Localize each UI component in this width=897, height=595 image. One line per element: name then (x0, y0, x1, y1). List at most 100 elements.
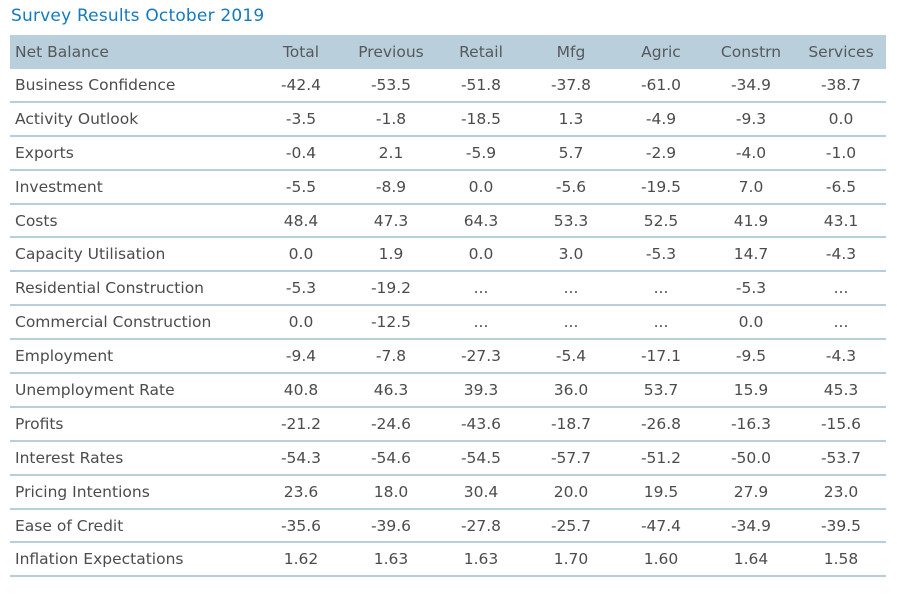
cell-value: -37.8 (550, 75, 592, 94)
cell-value: -3.5 (285, 109, 317, 128)
column-header: Agric (616, 35, 706, 69)
cell-value: -4.3 (825, 347, 857, 366)
cell-value: ... (563, 279, 579, 298)
cell-value: -5.9 (465, 143, 497, 162)
survey-results-table: Net Balance Total Previous Retail Mfg Agric Co… (10, 35, 886, 577)
table-row: Interest Rates -54.3 -54.6 -54.5 -57.7 -51.2 -… (10, 441, 886, 475)
cell-value: -15.6 (820, 414, 862, 433)
cell-value: -51.2 (640, 448, 682, 467)
column-header: Constrn (706, 35, 796, 69)
row-label: Capacity Utilisation (15, 245, 166, 264)
cell-value: -9.5 (735, 347, 767, 366)
column-header: Mfg (526, 35, 616, 69)
cell-value: -17.1 (640, 347, 682, 366)
cell-value: -34.9 (730, 75, 772, 94)
cell-value: -5.3 (285, 279, 317, 298)
column-header: Services (796, 35, 886, 69)
cell-value: 0.0 (288, 313, 314, 332)
cell-value: 1.70 (553, 550, 589, 569)
cell-value: 40.8 (283, 380, 319, 399)
row-label: Exports (15, 143, 74, 162)
cell-value: -12.5 (370, 313, 412, 332)
cell-value: 1.64 (733, 550, 769, 569)
cell-value: 1.3 (558, 109, 584, 128)
cell-value: 20.0 (553, 482, 589, 501)
row-label: Unemployment Rate (15, 380, 175, 399)
cell-value: 0.0 (738, 313, 764, 332)
row-label: Inflation Expectations (15, 550, 184, 569)
cell-value: 1.63 (373, 550, 409, 569)
row-label: Investment (15, 177, 103, 196)
cell-value: -38.7 (820, 75, 862, 94)
row-label: Employment (15, 347, 114, 366)
cell-value: -5.3 (735, 279, 767, 298)
table-row: Commercial Construction 0.0 -12.5.........… (10, 305, 886, 340)
cell-value: 36.0 (553, 380, 589, 399)
cell-value: 53.7 (643, 380, 679, 399)
cell-value: 41.9 (733, 211, 769, 230)
cell-value: -9.3 (735, 109, 767, 128)
cell-value: -42.4 (280, 75, 322, 94)
cell-value: ... (833, 279, 849, 298)
cell-value: 1.9 (378, 245, 404, 264)
cell-value: -54.5 (460, 448, 502, 467)
cell-value: -57.7 (550, 448, 592, 467)
cell-value: -19.2 (370, 279, 412, 298)
cell-value: 7.0 (738, 177, 764, 196)
cell-value: -61.0 (640, 75, 682, 94)
row-label: Profits (15, 414, 64, 433)
cell-value: 48.4 (283, 211, 319, 230)
cell-value: 3.0 (558, 245, 584, 264)
table-row: Inflation Expectations 1.62 1.63 1.63 1.70 1.… (10, 542, 886, 577)
cell-value: ... (833, 313, 849, 332)
cell-value: 43.1 (823, 211, 859, 230)
cell-value: -27.3 (460, 347, 502, 366)
cell-value: -43.6 (460, 414, 502, 433)
table-row: Activity Outlook -3.5 -1.8 -18.5 1.3 -4.9 -9.3… (10, 102, 886, 136)
cell-value: -54.6 (370, 448, 412, 467)
cell-value: -24.6 (370, 414, 412, 433)
cell-value: -34.9 (730, 516, 772, 535)
cell-value: 0.0 (828, 109, 854, 128)
row-label: Pricing Intentions (15, 482, 150, 501)
row-label: Ease of Credit (15, 516, 124, 535)
cell-value: -51.8 (460, 75, 502, 94)
row-label: Residential Construction (15, 279, 204, 298)
cell-value: 27.9 (733, 482, 769, 501)
cell-value: -54.3 (280, 448, 322, 467)
cell-value: 45.3 (823, 380, 859, 399)
cell-value: -18.7 (550, 414, 592, 433)
cell-value: -1.8 (375, 109, 407, 128)
cell-value: -4.3 (825, 245, 857, 264)
cell-value: 0.0 (468, 245, 494, 264)
cell-value: -9.4 (285, 347, 317, 366)
cell-value: 5.7 (558, 143, 584, 162)
table-row: Profits -21.2 -24.6 -43.6 -18.7 -26.8 -16.3 -15… (10, 407, 886, 441)
cell-value: -47.4 (640, 516, 682, 535)
cell-value: -5.3 (645, 245, 677, 264)
cell-value: 52.5 (643, 211, 679, 230)
cell-value: -39.5 (820, 516, 862, 535)
cell-value: -2.9 (645, 143, 677, 162)
cell-value: 23.6 (283, 482, 319, 501)
row-label: Business Confidence (15, 75, 176, 94)
cell-value: -53.5 (370, 75, 412, 94)
cell-value: 15.9 (733, 380, 769, 399)
cell-value: 19.5 (643, 482, 679, 501)
cell-value: 1.63 (463, 550, 499, 569)
cell-value: 1.62 (283, 550, 319, 569)
cell-value: -26.8 (640, 414, 682, 433)
table-row: Pricing Intentions 23.6 18.0 30.4 20.0 19.5 27… (10, 475, 886, 509)
cell-value: -4.9 (645, 109, 677, 128)
cell-value: 53.3 (553, 211, 589, 230)
cell-value: 64.3 (463, 211, 499, 230)
cell-value: -5.4 (555, 347, 587, 366)
row-label: Activity Outlook (15, 109, 139, 128)
cell-value: ... (563, 313, 579, 332)
cell-value: -35.6 (280, 516, 322, 535)
table-row: Employment -9.4 -7.8 -27.3 -5.4 -17.1 -9.5 -4.3 (10, 339, 886, 374)
cell-value: 0.0 (288, 245, 314, 264)
row-label: Interest Rates (15, 448, 124, 467)
cell-value: 39.3 (463, 380, 499, 399)
cell-value: -18.5 (460, 109, 502, 128)
